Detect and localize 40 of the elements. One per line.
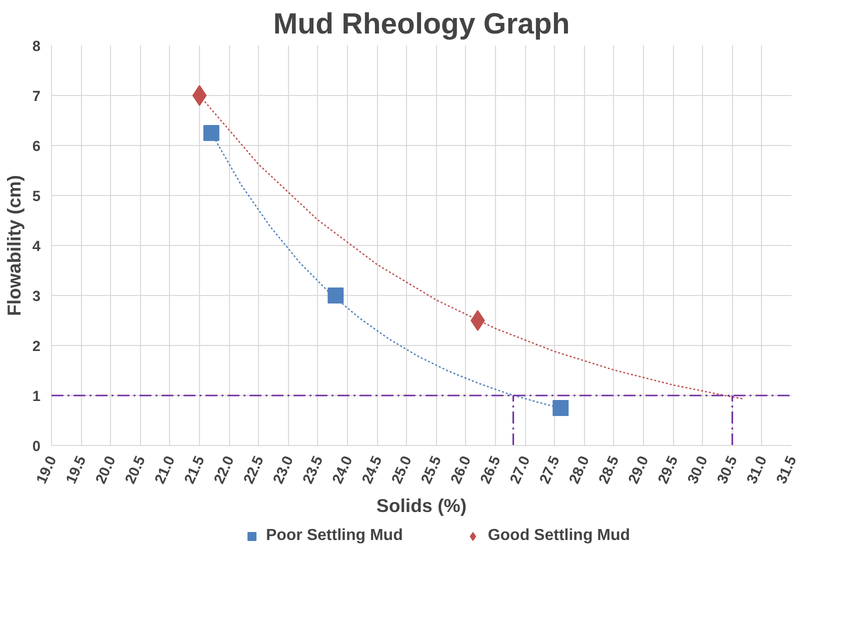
x-tick-label: 27.0 bbox=[508, 454, 534, 486]
x-tick-label: 30.0 bbox=[685, 454, 712, 486]
x-tick-label: 29.0 bbox=[626, 454, 652, 486]
x-axis-title: Solids (%) bbox=[376, 495, 467, 516]
x-tick-label: 29.5 bbox=[656, 454, 682, 486]
x-tick-label: 22.0 bbox=[212, 454, 238, 486]
x-tick-label: 26.5 bbox=[478, 454, 504, 486]
x-tick-label: 24.0 bbox=[330, 454, 356, 486]
x-tick-label: 27.5 bbox=[537, 454, 564, 486]
x-tick-label: 23.0 bbox=[270, 454, 297, 486]
x-tick-label: 30.5 bbox=[714, 454, 741, 486]
x-tick-label: 23.5 bbox=[300, 454, 327, 486]
x-tick-label: 31.0 bbox=[744, 454, 771, 486]
x-tick-label: 28.5 bbox=[596, 454, 623, 486]
x-tick-label: 19.0 bbox=[34, 454, 60, 486]
x-tick-label: 26.0 bbox=[448, 454, 475, 486]
x-tick-label: 20.5 bbox=[122, 454, 149, 486]
y-tick-label: 6 bbox=[32, 139, 41, 155]
x-tick-label: 31.5 bbox=[774, 454, 800, 486]
y-tick-label: 8 bbox=[32, 39, 41, 55]
legend-label: Good Settling Mud bbox=[488, 527, 630, 545]
y-tick-label: 3 bbox=[32, 289, 41, 305]
y-tick-label: 0 bbox=[32, 439, 41, 455]
y-tick-label: 4 bbox=[32, 239, 42, 255]
y-tick-label: 7 bbox=[32, 89, 41, 105]
y-tick-label: 5 bbox=[32, 189, 41, 205]
x-tick-label: 21.5 bbox=[182, 454, 208, 486]
x-tick-label: 20.0 bbox=[93, 454, 120, 486]
y-tick-label: 1 bbox=[32, 389, 41, 405]
y-axis-title: Flowability (cm) bbox=[3, 175, 24, 316]
x-tick-label: 28.0 bbox=[566, 454, 593, 486]
x-tick-label: 25.5 bbox=[418, 454, 445, 486]
x-tick-label: 24.5 bbox=[360, 454, 386, 486]
y-tick-label: 2 bbox=[32, 339, 41, 355]
chart-title: Mud Rheology Graph bbox=[273, 8, 570, 40]
x-tick-label: 21.0 bbox=[152, 454, 179, 486]
x-tick-label: 19.5 bbox=[64, 454, 90, 486]
x-tick-label: 22.5 bbox=[241, 454, 268, 486]
x-tick-label: 25.0 bbox=[389, 454, 416, 486]
legend-label: Poor Settling Mud bbox=[266, 527, 403, 545]
